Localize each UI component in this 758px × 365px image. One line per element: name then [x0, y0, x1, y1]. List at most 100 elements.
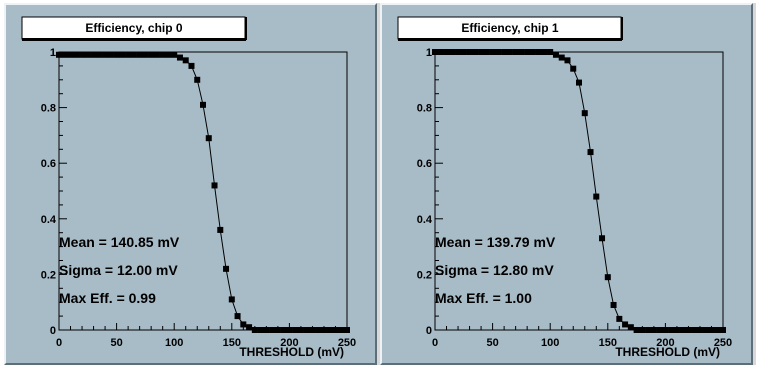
data-point [344, 327, 350, 333]
data-point [627, 324, 634, 331]
data-point [610, 301, 617, 308]
x-tick-label: 150 [223, 337, 241, 349]
data-point [702, 327, 709, 333]
data-point [478, 49, 485, 55]
stats-label: Mean = 140.85 mV [59, 234, 180, 250]
data-point [524, 49, 531, 55]
data-point [257, 327, 264, 333]
data-point [673, 327, 680, 333]
data-point [604, 274, 611, 281]
data-point [696, 327, 703, 333]
data-point [633, 327, 640, 333]
data-point [332, 327, 339, 333]
data-point [113, 51, 120, 58]
data-point [90, 51, 97, 58]
data-point [251, 327, 258, 333]
data-point [223, 265, 230, 272]
data-point [228, 296, 235, 303]
data-point [720, 327, 726, 333]
data-point [303, 327, 310, 333]
data-point [176, 54, 183, 61]
y-tick-label: 0 [426, 325, 432, 337]
data-point [455, 49, 462, 55]
data-point [650, 327, 657, 333]
data-point [309, 327, 316, 333]
data-point [708, 327, 715, 333]
data-point [656, 327, 663, 333]
data-point [56, 51, 62, 58]
x-tick-label: 0 [432, 337, 438, 349]
stats-label: Sigma = 12.80 mV [435, 262, 554, 278]
data-point [297, 327, 304, 333]
data-point [679, 327, 686, 333]
chart-title-box: Efficiency, chip 1 [397, 16, 623, 41]
x-axis-label: THRESHOLD (mV) [239, 345, 344, 359]
data-point [263, 327, 270, 333]
plot-frame [434, 51, 724, 331]
stats-label: Mean = 139.79 mV [435, 234, 556, 250]
data-point [645, 327, 652, 333]
data-point [639, 327, 646, 333]
data-point [489, 49, 496, 55]
data-point [188, 62, 195, 69]
data-point [564, 57, 571, 64]
data-point [512, 49, 519, 55]
data-point [541, 49, 548, 55]
data-point [153, 51, 160, 58]
y-tick-label: 0.8 [41, 103, 56, 115]
data-point [84, 51, 91, 58]
data-point [535, 49, 542, 55]
data-point [73, 51, 80, 58]
data-point [506, 49, 513, 55]
data-point [501, 49, 508, 55]
chart-title-box: Efficiency, chip 0 [21, 16, 247, 41]
chart-pad-chip-0: Efficiency, chip 0 0 50 100 150 200 250 0 0.2 0.4… [4, 3, 377, 365]
data-point [240, 321, 247, 328]
data-point [558, 54, 565, 61]
root-canvas: Efficiency, chip 0 0 50 100 150 200 250 0 0.2 0.4… [4, 3, 756, 365]
x-tick-label: 250 [714, 337, 732, 349]
x-tick-label: 50 [486, 337, 498, 349]
stats-label: Sigma = 12.00 mV [59, 262, 178, 278]
data-point [286, 327, 293, 333]
chart-title: Efficiency, chip 1 [461, 21, 558, 35]
data-point [171, 51, 178, 58]
chart-pad-chip-1: Efficiency, chip 1 0 50 100 150 200 250 0 0.2 0.4… [380, 3, 753, 365]
data-point [182, 57, 189, 64]
y-tick-label: 0.8 [417, 103, 432, 115]
y-tick-label: 0.2 [417, 269, 432, 281]
data-point [552, 51, 559, 58]
data-point [662, 327, 669, 333]
data-point [622, 321, 629, 328]
data-point [326, 327, 333, 333]
data-point [714, 327, 721, 333]
y-tick-label: 1 [50, 47, 56, 59]
y-tick-label: 0.6 [41, 158, 56, 170]
data-point [211, 182, 218, 189]
plot-frame [58, 51, 348, 331]
data-point [599, 235, 606, 242]
x-tick-label: 150 [599, 337, 617, 349]
data-point [142, 51, 149, 58]
y-tick-label: 0 [50, 325, 56, 337]
y-tick-label: 0.4 [417, 214, 433, 226]
stats-label: Max Eff. = 1.00 [435, 290, 532, 306]
x-tick-label: 200 [656, 337, 674, 349]
data-point [292, 327, 299, 333]
data-point [280, 327, 287, 333]
fit-curve [59, 54, 347, 331]
data-point [130, 51, 137, 58]
data-point [102, 51, 109, 58]
x-tick-label: 200 [280, 337, 298, 349]
data-point [338, 327, 345, 333]
data-point [587, 149, 594, 156]
data-point [194, 76, 201, 83]
data-point [483, 49, 490, 55]
x-tick-label: 100 [165, 337, 183, 349]
data-point [79, 51, 86, 58]
fit-curve [435, 51, 723, 331]
chart-chip-1: Efficiency, chip 1 0 50 100 150 200 250 0 0.2 0.4… [397, 16, 732, 359]
stats-label: Max Eff. = 0.99 [59, 290, 156, 306]
y-tick-label: 1 [426, 47, 432, 59]
data-point [96, 51, 103, 58]
